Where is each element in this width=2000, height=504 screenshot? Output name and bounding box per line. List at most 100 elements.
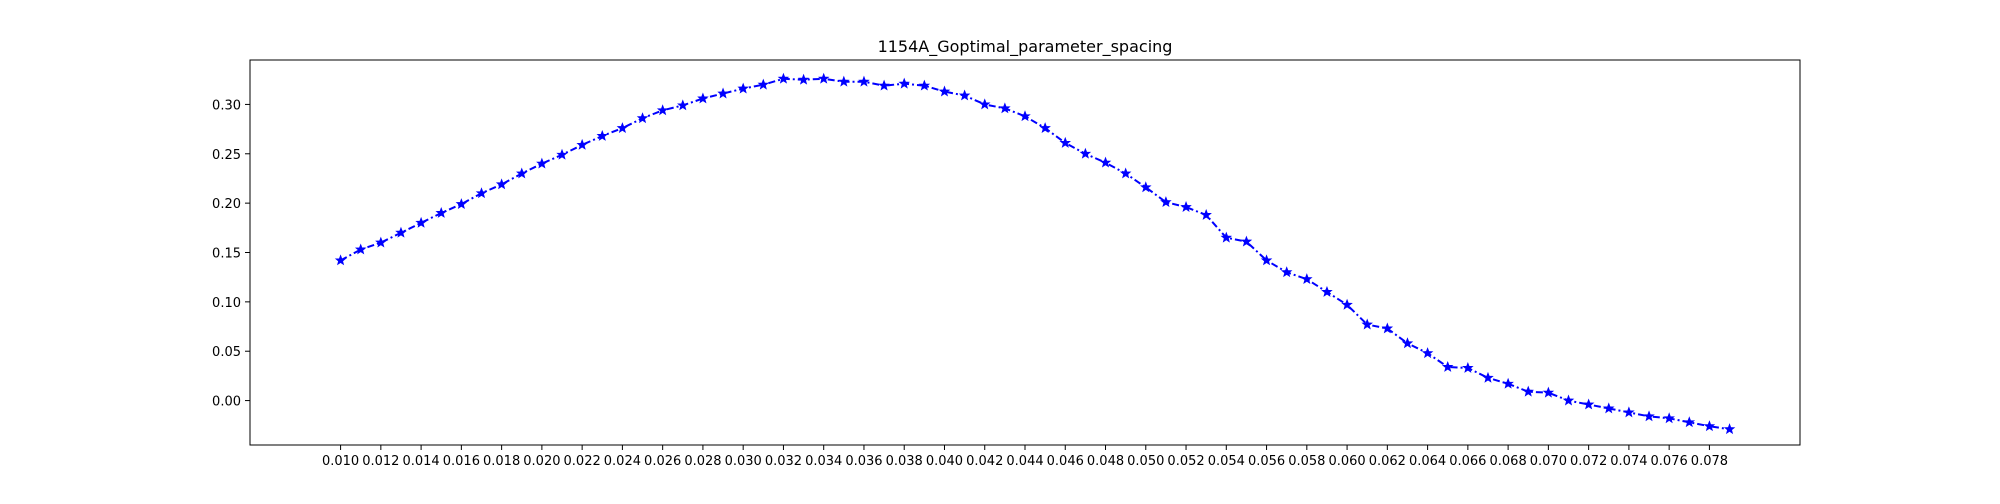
data-point-marker — [1019, 110, 1031, 122]
x-tick-label: 0.022 — [564, 454, 601, 469]
series-layer — [334, 72, 1736, 435]
x-tick-label: 0.064 — [1409, 454, 1446, 469]
x-tick-label: 0.052 — [1167, 454, 1204, 469]
x-tick-label: 0.054 — [1208, 454, 1245, 469]
data-point-marker — [1341, 298, 1353, 310]
data-point-marker — [1039, 122, 1051, 134]
x-tick-label: 0.036 — [845, 454, 882, 469]
x-tick-label: 0.070 — [1530, 454, 1567, 469]
data-point-marker — [1280, 266, 1293, 278]
data-point-marker — [334, 254, 347, 266]
x-tick-label: 0.028 — [684, 454, 721, 469]
data-point-marker — [395, 226, 407, 238]
data-point-marker — [898, 77, 910, 89]
x-tick-label: 0.018 — [483, 454, 520, 469]
series-line — [340, 77, 1730, 431]
data-point-marker — [415, 216, 427, 228]
x-tick-label: 0.014 — [402, 454, 439, 469]
data-point-marker — [576, 138, 588, 150]
data-point-marker — [958, 89, 971, 101]
data-point-marker — [757, 78, 770, 90]
y-tick-label: 0.20 — [212, 197, 241, 212]
x-tick-label: 0.058 — [1288, 454, 1325, 469]
data-point-marker — [636, 112, 649, 124]
data-point-marker — [1703, 420, 1716, 432]
data-point-marker — [1260, 254, 1273, 266]
x-tick-label: 0.030 — [725, 454, 762, 469]
data-point-marker — [495, 178, 508, 190]
data-point-marker — [1140, 181, 1152, 193]
data-point-marker — [516, 167, 528, 179]
chart-title: 1154A_Goptimal_parameter_spacing — [878, 37, 1173, 57]
data-point-marker — [677, 99, 689, 111]
data-point-marker — [556, 148, 568, 160]
x-tick-label: 0.016 — [443, 454, 480, 469]
data-point-marker — [918, 79, 931, 91]
data-point-marker — [1663, 412, 1675, 424]
y-tick-label: 0.25 — [212, 148, 241, 163]
x-tick-label: 0.046 — [1047, 454, 1084, 469]
y-tick-label: 0.00 — [212, 395, 241, 410]
data-point-marker — [978, 98, 991, 110]
data-point-marker — [1462, 361, 1474, 373]
data-point-marker — [455, 198, 468, 210]
data-point-marker — [1522, 385, 1534, 397]
data-point-marker — [1321, 285, 1333, 297]
data-point-marker — [1683, 416, 1696, 428]
data-point-marker — [797, 73, 810, 85]
data-point-marker — [1119, 167, 1132, 179]
data-point-marker — [1562, 394, 1575, 406]
data-point-marker — [1059, 136, 1072, 148]
data-point-marker — [1582, 398, 1595, 410]
x-tick-label: 0.072 — [1570, 454, 1607, 469]
x-tick-label: 0.060 — [1328, 454, 1365, 469]
data-point-marker — [536, 157, 548, 169]
x-tick-label: 0.076 — [1651, 454, 1688, 469]
data-point-marker — [1502, 377, 1514, 389]
data-point-marker — [596, 129, 609, 141]
x-tick-label: 0.024 — [604, 454, 641, 469]
data-point-marker — [717, 87, 729, 99]
data-point-marker — [354, 243, 367, 255]
data-point-marker — [1099, 156, 1112, 168]
y-tick-label: 0.30 — [212, 98, 241, 113]
data-point-marker — [878, 79, 890, 91]
data-point-marker — [1220, 231, 1233, 243]
data-point-marker — [1200, 208, 1212, 220]
data-point-marker — [1643, 410, 1655, 422]
data-point-marker — [1361, 318, 1373, 330]
x-tick-label: 0.078 — [1691, 454, 1728, 469]
data-point-marker — [817, 72, 830, 84]
plot-area-frame — [249, 59, 1801, 446]
data-point-marker — [1623, 406, 1635, 418]
x-tick-label: 0.074 — [1610, 454, 1647, 469]
x-tick-label: 0.068 — [1490, 454, 1527, 469]
x-axis: 0.010 0.012 0.014 0.016 0.018 0.020 0.022 0.024… — [322, 445, 1728, 469]
x-tick-label: 0.050 — [1127, 454, 1164, 469]
data-point-marker — [737, 82, 749, 94]
x-tick-label: 0.048 — [1087, 454, 1124, 469]
y-axis: 0.00 0.05 0.10 0.15 0.20 0.25 0.30 — [212, 98, 250, 410]
data-point-marker — [1603, 402, 1615, 414]
data-point-marker — [1723, 423, 1736, 435]
x-tick-label: 0.044 — [1006, 454, 1043, 469]
data-point-marker — [1542, 386, 1555, 398]
data-point-marker — [838, 75, 850, 87]
data-point-marker — [697, 92, 709, 104]
y-tick-label: 0.10 — [212, 296, 241, 311]
x-tick-label: 0.040 — [926, 454, 963, 469]
x-tick-label: 0.066 — [1449, 454, 1486, 469]
data-point-marker — [1240, 235, 1253, 247]
x-tick-label: 0.010 — [322, 454, 359, 469]
x-tick-label: 0.062 — [1369, 454, 1406, 469]
data-point-marker — [858, 75, 870, 87]
x-tick-label: 0.020 — [523, 454, 560, 469]
x-tick-label: 0.034 — [805, 454, 842, 469]
data-point-marker — [1381, 322, 1394, 334]
data-point-marker — [616, 122, 629, 134]
data-point-marker — [1180, 201, 1192, 212]
data-point-marker — [1160, 196, 1172, 208]
data-point-marker — [375, 236, 387, 248]
